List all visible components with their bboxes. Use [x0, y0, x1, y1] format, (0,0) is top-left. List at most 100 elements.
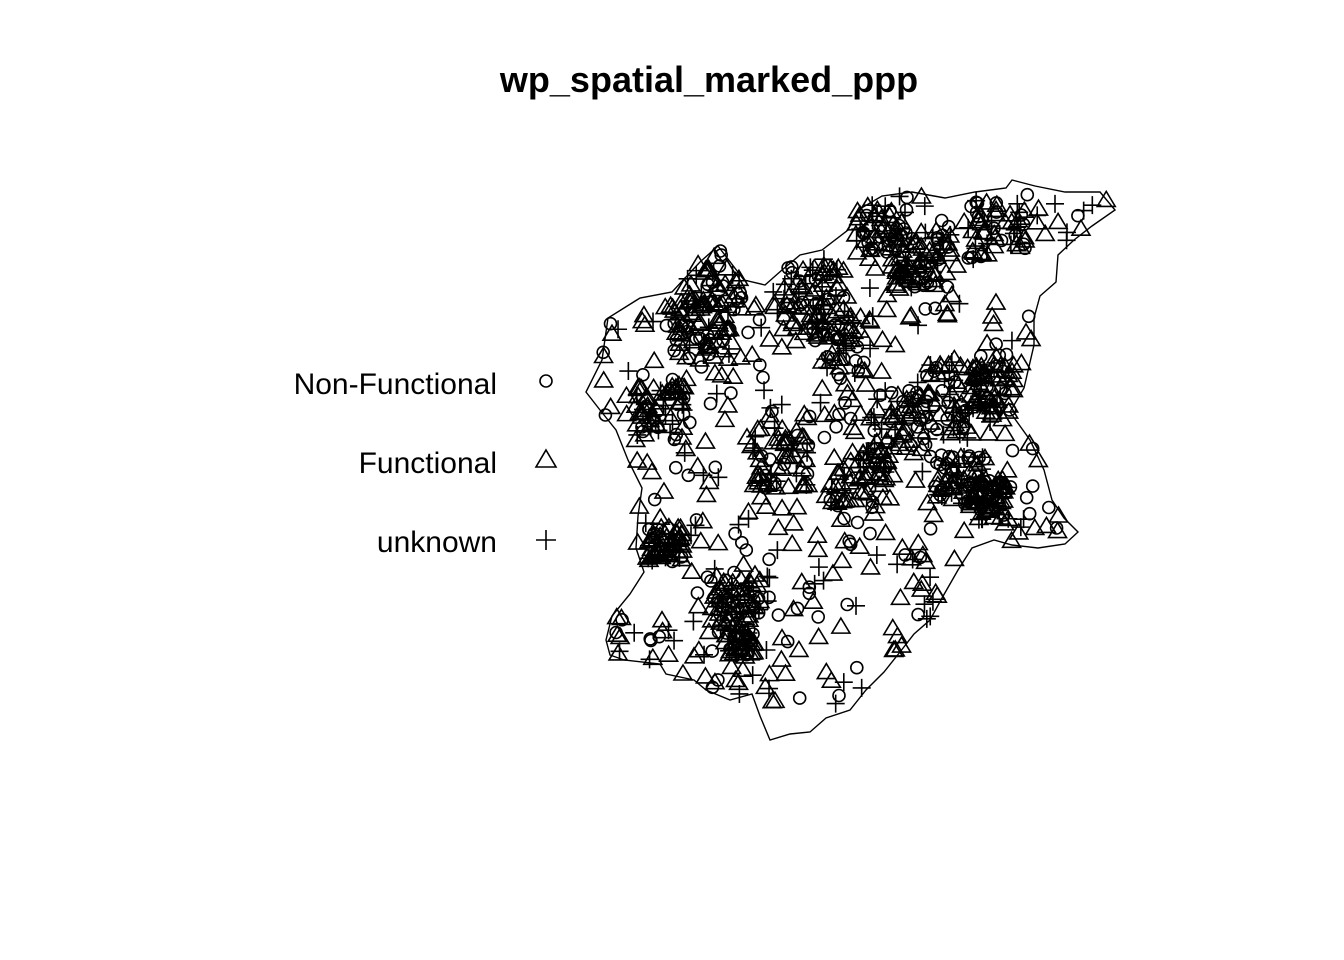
point-non-functional: [711, 673, 725, 687]
point-functional: [654, 523, 676, 541]
point-functional: [864, 258, 886, 276]
point-non-functional: [763, 452, 777, 467]
point-functional: [767, 517, 789, 536]
point-functional: [721, 656, 742, 675]
point-functional: [871, 361, 893, 379]
point-unknown: [1074, 201, 1093, 220]
point-non-functional: [829, 419, 843, 434]
point-functional: [776, 295, 798, 313]
point-functional: [656, 382, 677, 400]
point-non-functional: [989, 196, 1004, 210]
point-functional: [641, 461, 663, 480]
point-non-functional: [781, 261, 795, 275]
point-functional: [848, 208, 870, 226]
point-unknown: [619, 362, 638, 381]
point-functional: [771, 498, 793, 516]
point-unknown: [663, 411, 682, 430]
point-functional: [1001, 212, 1023, 230]
point-non-functional: [1042, 500, 1056, 515]
point-functional: [1009, 236, 1031, 255]
point-non-functional: [741, 325, 755, 340]
point-non-functional: [817, 430, 832, 445]
point-non-functional: [667, 343, 682, 358]
point-functional: [687, 596, 709, 614]
point-functional: [965, 229, 987, 247]
point-functional: [791, 572, 813, 590]
point-functional: [900, 305, 922, 323]
point-functional: [839, 472, 861, 490]
point-functional: [910, 579, 932, 597]
point-functional: [778, 476, 799, 495]
point-functional: [887, 626, 908, 644]
point-functional: [1026, 212, 1048, 230]
point-functional: [984, 227, 1006, 246]
point-functional: [923, 504, 945, 523]
point-non-functional: [934, 213, 949, 228]
point-functional: [751, 475, 772, 493]
point-unknown: [727, 297, 746, 316]
point-functional: [891, 537, 913, 555]
point-non-functional: [700, 570, 715, 585]
point-functional: [788, 639, 810, 658]
point-functional: [860, 557, 881, 575]
point-functional: [827, 462, 848, 481]
point-functional: [759, 405, 781, 423]
point-functional: [690, 531, 712, 549]
point-unknown: [997, 478, 1016, 497]
point-non-functional: [820, 258, 835, 273]
legend-circle-icon: [539, 374, 553, 388]
point-non-functional: [790, 428, 805, 443]
point-functional: [636, 547, 658, 565]
point-functional: [802, 591, 824, 610]
point-non-functional: [833, 371, 848, 386]
point-unknown: [743, 666, 762, 685]
point-functional: [707, 308, 729, 326]
point-non-functional: [762, 590, 776, 605]
point-functional: [709, 612, 731, 630]
point-non-functional: [923, 521, 938, 536]
point-non-functional: [837, 511, 851, 526]
point-functional: [844, 421, 866, 440]
point-functional: [1095, 189, 1117, 208]
point-unknown: [1057, 223, 1076, 242]
point-functional: [787, 296, 809, 314]
point-functional: [646, 542, 668, 560]
point-functional: [806, 525, 828, 544]
point-functional: [633, 304, 655, 323]
point-non-functional: [948, 475, 962, 490]
point-non-functional: [838, 396, 852, 410]
point-functional: [917, 355, 939, 373]
point-non-functional: [703, 396, 718, 411]
point-functional: [941, 448, 962, 467]
point-non-functional: [973, 349, 988, 364]
point-functional: [910, 222, 932, 240]
point-functional: [747, 464, 769, 482]
point-functional: [820, 670, 842, 688]
point-non-functional: [998, 386, 1012, 401]
point-functional: [601, 323, 623, 342]
point-functional: [616, 385, 637, 404]
point-functional: [722, 572, 744, 590]
point-non-functional: [971, 469, 985, 484]
point-non-functional: [771, 608, 786, 622]
point-non-functional: [741, 647, 755, 661]
point-functional: [894, 254, 916, 273]
point-functional: [903, 443, 925, 461]
point-non-functional: [642, 522, 656, 537]
point-functional: [707, 278, 729, 297]
point-unknown: [913, 462, 932, 481]
point-non-functional: [716, 333, 730, 348]
point-functional: [721, 332, 743, 350]
point-non-functional: [899, 203, 914, 217]
point-functional: [876, 452, 898, 470]
point-functional: [629, 377, 651, 395]
point-functional: [626, 450, 648, 468]
point-unknown: [845, 363, 864, 382]
point-functional: [791, 476, 813, 494]
point-functional: [917, 382, 939, 401]
point-functional: [882, 618, 904, 636]
point-functional: [782, 311, 804, 330]
point-functional: [716, 258, 738, 276]
point-unknown: [707, 384, 726, 403]
point-functional: [1001, 530, 1022, 549]
